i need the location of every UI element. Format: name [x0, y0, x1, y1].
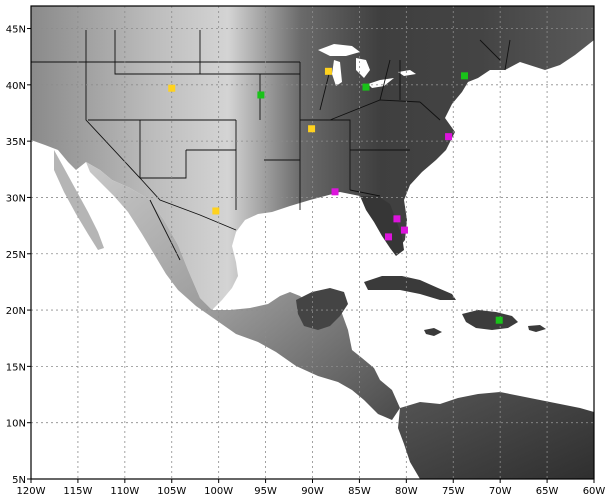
land-yucatan [296, 288, 348, 330]
lake-ontario [398, 70, 416, 76]
graticule [31, 6, 594, 479]
land-mexico [86, 162, 400, 420]
station-marker-magenta [400, 226, 408, 234]
x-axis: 120W 115W 110W 105W 100W 95W 90W 85W 80W 75W 70W 65… [17, 479, 606, 497]
station-marker-green [362, 83, 370, 91]
land-hispaniola [462, 310, 518, 330]
station-marker-magenta [385, 233, 393, 241]
x-tick-label: 80W [395, 486, 418, 497]
x-tick-label: 90W [301, 486, 324, 497]
y-tick-label: 5N [12, 475, 26, 486]
station-marker-magenta [445, 133, 453, 141]
station-marker-green [461, 72, 469, 80]
x-tick-label: 95W [254, 486, 277, 497]
y-tick-label: 20N [6, 306, 26, 317]
lake-erie [368, 78, 394, 88]
station-marker-yellow [212, 207, 220, 215]
land-baja [54, 150, 104, 250]
y-tick-label: 40N [6, 81, 26, 92]
lake-michigan [332, 60, 342, 86]
x-tick-label: 75W [442, 486, 465, 497]
x-tick-label: 100W [204, 486, 233, 497]
station-marker-yellow [308, 125, 316, 133]
lake-superior [318, 44, 360, 56]
x-tick-label: 65W [536, 486, 559, 497]
y-tick-label: 35N [6, 137, 26, 148]
station-marker-magenta [331, 188, 339, 196]
station-marker-magenta [393, 215, 401, 223]
land-cuba [364, 276, 456, 300]
y-tick-label: 45N [6, 25, 26, 36]
land-florida [360, 196, 404, 256]
station-marker-green [495, 316, 503, 324]
land-jamaica [424, 328, 442, 336]
y-tick-label: 30N [6, 193, 26, 204]
x-tick-label: 85W [348, 486, 371, 497]
x-tick-label: 70W [489, 486, 512, 497]
x-tick-label: 60W [583, 486, 606, 497]
station-marker-yellow [324, 67, 332, 75]
land-south-america [398, 392, 594, 479]
x-tick-label: 115W [63, 486, 92, 497]
x-tick-label: 120W [17, 486, 46, 497]
x-tick-label: 110W [110, 486, 139, 497]
y-axis: 45N 40N 35N 30N 25N 20N 15N 10N 5N [6, 25, 31, 486]
station-marker-green [257, 91, 265, 99]
station-marker-yellow [168, 84, 176, 92]
x-tick-label: 105W [157, 486, 186, 497]
y-tick-label: 25N [6, 250, 26, 261]
land-puerto-rico [528, 325, 546, 332]
station-markers [168, 67, 503, 324]
y-tick-label: 10N [6, 419, 26, 430]
y-tick-label: 15N [6, 362, 26, 373]
